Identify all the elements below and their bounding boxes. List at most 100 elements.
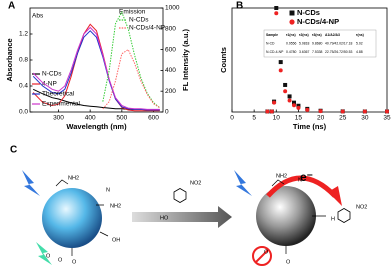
x-tick-label: 10 [273,115,281,122]
y2-tick-label: 0 [165,109,169,116]
x-axis-label: Wavelength (nm) [66,122,127,131]
panel-label: B [236,1,243,12]
point [274,6,279,10]
series-line [32,30,160,111]
legend-label: N-CDs [42,71,62,78]
y2-axis-label: FL Intensity (a.u.) [181,29,190,91]
table-cell: N-CD-4-NP [266,50,284,54]
legend-label: N-CDs/4-NP [129,25,165,32]
legend-label: N-CDs/4-NP [297,17,339,26]
diagram [22,170,351,266]
table-cell: 0.9556 [286,41,296,45]
table-cell: 40.79/42.02/17.18 [325,41,352,45]
point [269,109,274,114]
diagram-label: O [46,253,51,259]
y2-tick-label: 800 [165,26,176,33]
panel-label: A [8,1,15,12]
legend-swatch [289,10,295,16]
y2-tick-label: 1000 [165,5,180,12]
point [296,105,301,110]
x-tick-label: 5 [252,115,256,122]
legend-label: Experimental [42,101,80,108]
point [362,109,367,114]
table-cell: 5.0818 [299,41,309,45]
diagram-label: NO2 [356,204,367,210]
x-tick-label: 30 [361,115,369,122]
table-cell: 7.5338 [312,50,322,54]
point [287,94,292,99]
x-tick-label: 20 [317,115,325,122]
legend-label: N-CDs [129,17,149,24]
table-cell: 3.6367 [299,50,309,54]
x-tick-label: 0 [230,115,234,122]
table-cell: N-CD [266,41,275,45]
diagram-label: O [264,249,269,255]
electron-transfer-arrow [266,175,337,198]
4np-ring [337,208,351,223]
y-axis-label: Absorbance [5,38,14,81]
diagram-label: N [106,187,110,193]
table-cell: 0.4780 [286,50,296,54]
point [292,100,296,105]
point [265,109,270,114]
diagram-label: e⁻ [300,170,313,184]
x-tick-label: 35 [383,115,391,122]
x-tick-label: 600 [148,115,159,122]
series-line [102,48,161,110]
y-tick-label: 0.8 [19,57,28,64]
y2-tick-label: 400 [165,67,176,74]
bonds [271,179,326,254]
emission-bolt [36,242,52,265]
diagram-label: O [72,259,77,265]
diagram-label: OH [112,237,120,243]
y-tick-label: 0.0 [19,109,28,116]
table-cell: τ1(ns) [286,33,296,37]
y2-tick-label: 600 [165,46,176,53]
point [278,68,283,73]
point [296,103,301,108]
no-emission [255,249,269,263]
diagram-label: NO2 [190,180,201,186]
series-line [102,11,161,109]
legend-label: 4-NP [42,81,57,88]
y2-tick-label: 200 [165,88,176,95]
point [340,109,345,114]
diagram-label: O [286,259,291,265]
x-axis-label: Time (ns) [293,122,327,131]
diagram-label: H [331,216,335,222]
x-tick-label: 15 [295,115,303,122]
y-tick-label: 0.4 [19,83,28,90]
legend-title: Emission [119,9,146,16]
table-cell: τ3(ns) [312,33,322,37]
table-cell: 5.02 [356,41,363,45]
x-tick-label: 300 [53,115,64,122]
table-cell: 4.88 [356,50,363,54]
x-tick-label: 400 [85,115,96,122]
x-tick-label: 500 [116,115,127,122]
bonds [55,179,109,256]
legend-swatch [289,19,295,25]
table-cell: τ(ns) [356,33,364,37]
table-cell: 9.8680 [312,41,322,45]
diagram-label: NH2 [276,173,287,179]
point [385,109,389,114]
ncd-sphere [42,188,102,248]
plot-frame [231,7,388,113]
diagram-label: HO [160,215,169,221]
inset-table [263,29,377,58]
table-cell: A1/A2/A3 [325,33,340,37]
panel-label: C [10,145,17,156]
point [318,109,323,114]
legend-title: Abs [32,13,44,20]
y-tick-label: 1.2 [19,31,28,38]
point [278,60,283,65]
diagram-label: NH2 [68,175,79,181]
series-line [32,26,160,110]
point [274,11,279,16]
legend-label: N-CDs [297,8,320,17]
diagram-label: NH2 [110,203,121,209]
point [283,82,288,87]
table-cell: Sample [266,33,278,37]
4np-ring [173,188,187,203]
